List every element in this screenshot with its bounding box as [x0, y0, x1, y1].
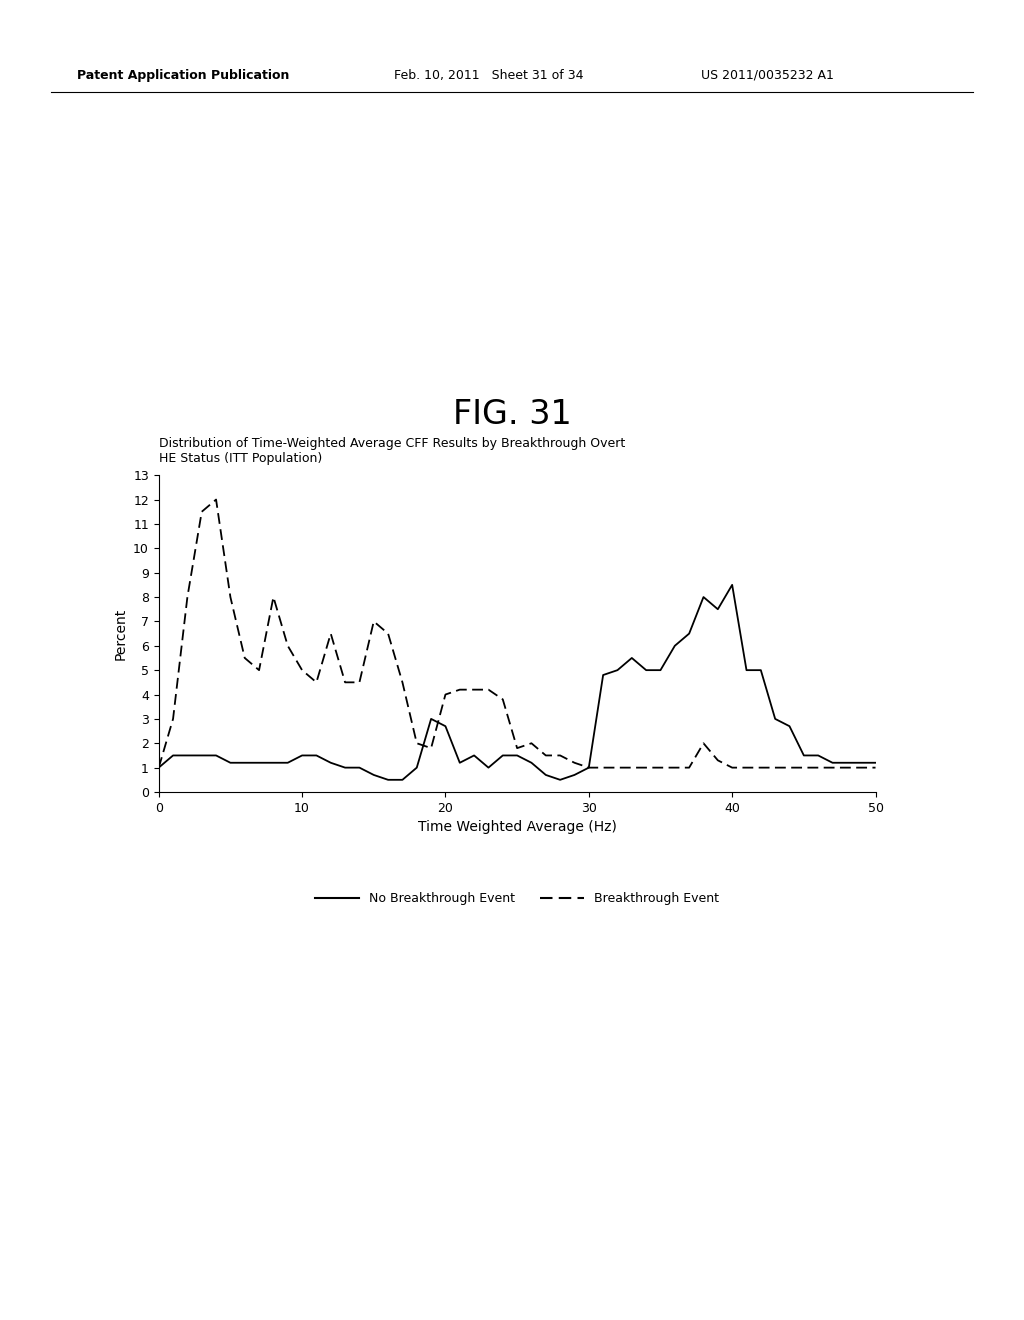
Text: Patent Application Publication: Patent Application Publication — [77, 69, 289, 82]
Y-axis label: Percent: Percent — [114, 607, 128, 660]
Text: Feb. 10, 2011   Sheet 31 of 34: Feb. 10, 2011 Sheet 31 of 34 — [394, 69, 584, 82]
Text: US 2011/0035232 A1: US 2011/0035232 A1 — [701, 69, 835, 82]
Text: FIG. 31: FIG. 31 — [453, 397, 571, 430]
X-axis label: Time Weighted Average (Hz): Time Weighted Average (Hz) — [418, 820, 616, 834]
Legend: No Breakthrough Event, Breakthrough Event: No Breakthrough Event, Breakthrough Even… — [310, 887, 724, 909]
Text: Distribution of Time-Weighted Average CFF Results by Breakthrough Overt
HE Statu: Distribution of Time-Weighted Average CF… — [159, 437, 625, 465]
